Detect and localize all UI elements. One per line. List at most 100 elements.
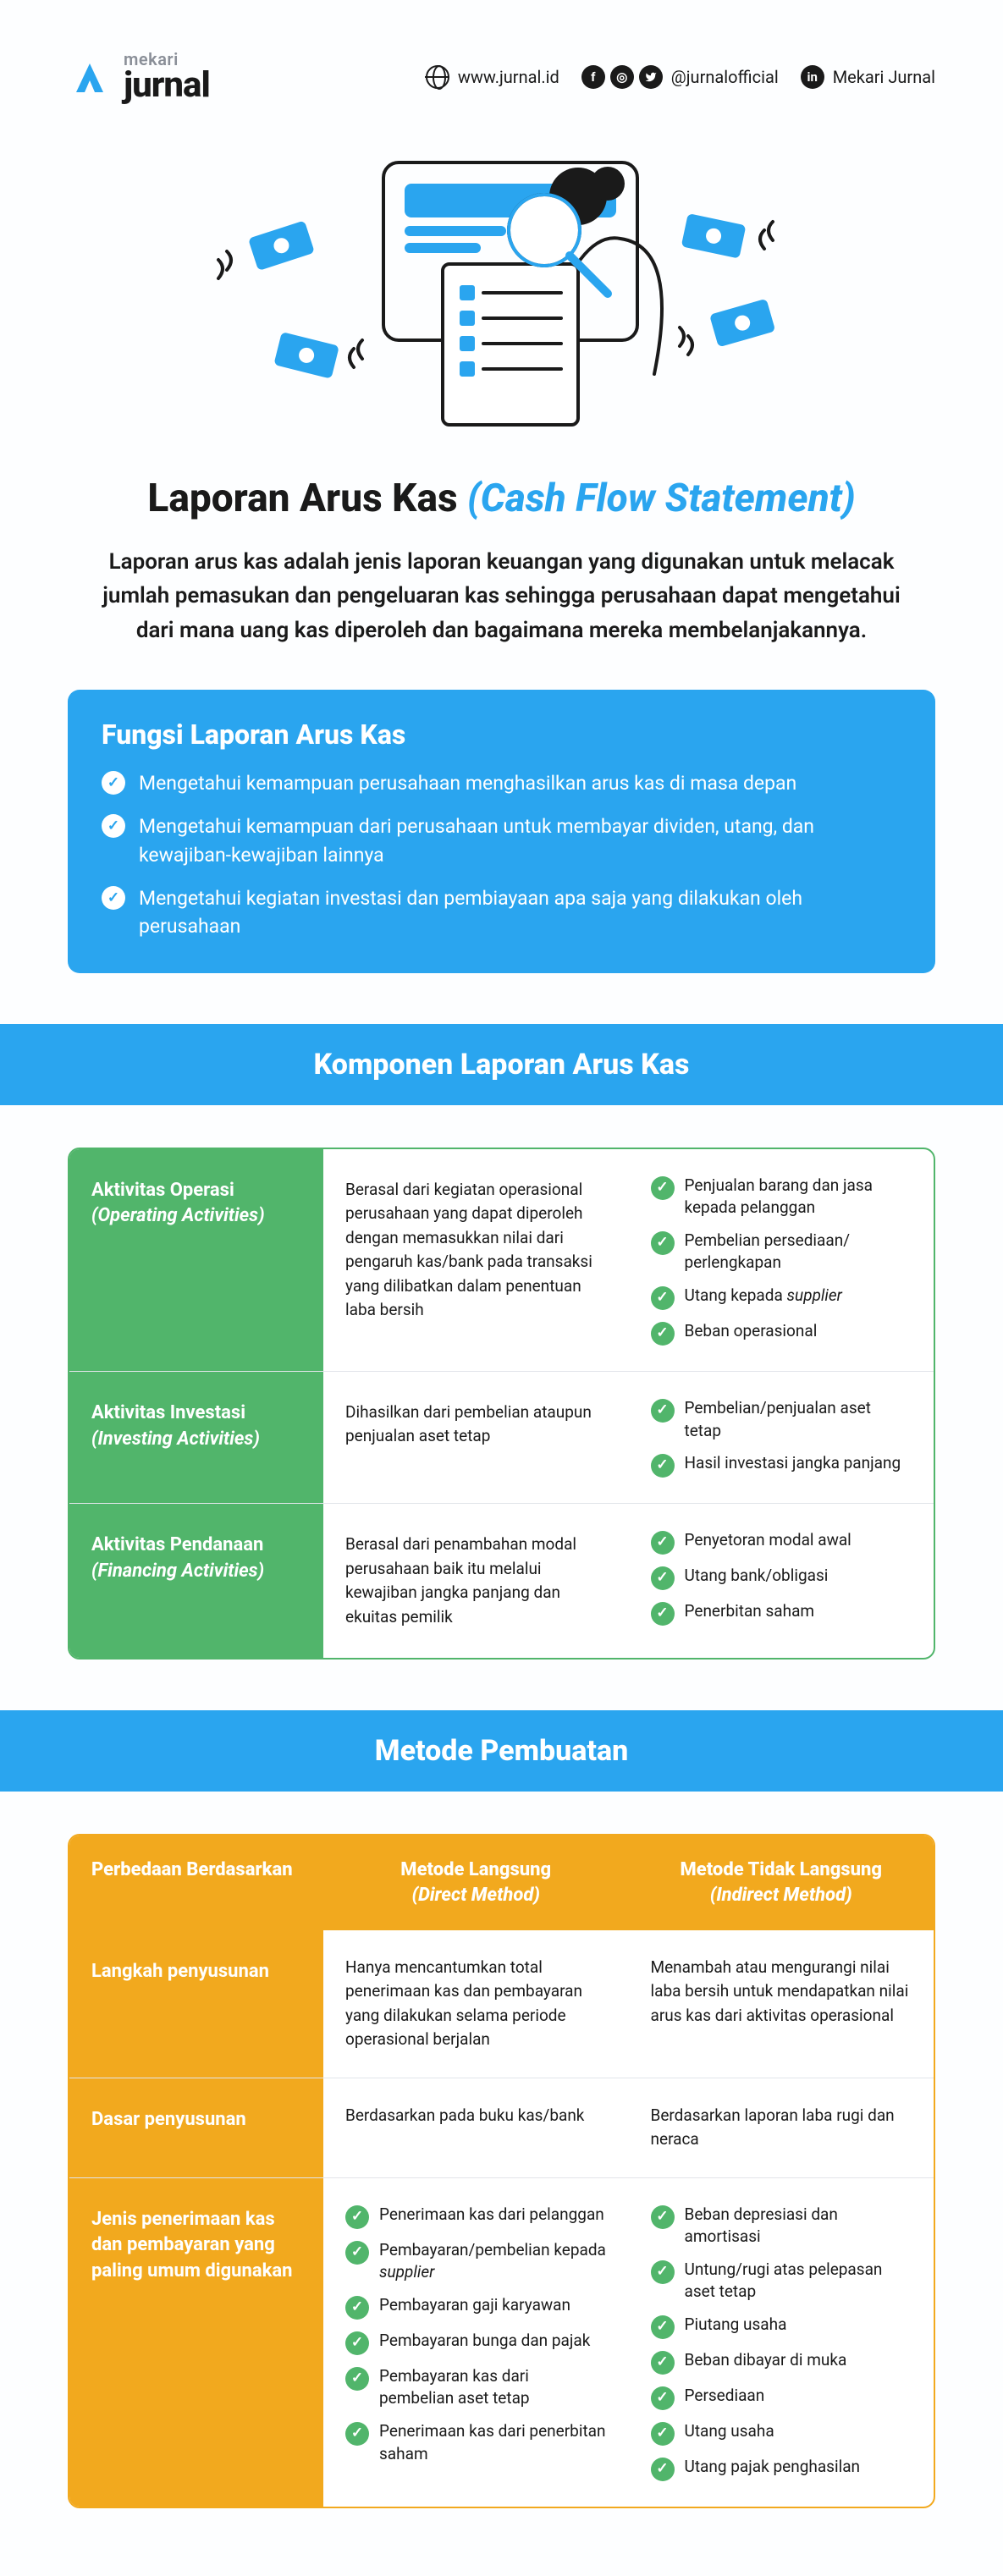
header: mekari jurnal www.jurnal.id f ◎ @jurnalo… — [68, 51, 935, 103]
instagram-icon: ◎ — [610, 65, 634, 89]
metode-label: Jenis penerimaan kas dan pembayaran yang… — [69, 2178, 323, 2507]
metode-point: Penerimaan kas dari penerbitan saham — [345, 2420, 607, 2465]
komponen-heading: Komponen Laporan Arus Kas — [0, 1024, 1003, 1105]
metode-row: Jenis penerimaan kas dan pembayaran yang… — [69, 2177, 934, 2507]
komponen-row: Aktivitas Pendanaan(Financing Activities… — [69, 1503, 934, 1658]
logo-line2: jurnal — [124, 68, 210, 103]
komponen-label: Aktivitas Pendanaan(Financing Activities… — [69, 1504, 323, 1658]
check-icon — [102, 814, 125, 838]
metode-direct: Hanya mencantumkan total penerimaan kas … — [323, 1930, 629, 2078]
metode-point: Utang usaha — [651, 2420, 912, 2446]
metode-point: Piutang usaha — [651, 2314, 912, 2339]
check-icon — [651, 1399, 675, 1423]
metode-point: Pembayaran/pembelian kepada supplier — [345, 2239, 607, 2284]
check-icon — [651, 2351, 675, 2375]
metode-table: Perbedaan Berdasarkan Metode Langsung(Di… — [68, 1834, 935, 2508]
komponen-point: Penjualan barang dan jasa kepada pelangg… — [651, 1175, 912, 1219]
social-web[interactable]: www.jurnal.id — [426, 65, 559, 89]
check-icon — [651, 1566, 675, 1590]
metode-direct: Berdasarkan pada buku kas/bank — [323, 2078, 629, 2177]
komponen-label: Aktivitas Investasi(Investing Activities… — [69, 1372, 323, 1503]
check-icon — [651, 2422, 675, 2446]
check-icon — [345, 2205, 369, 2229]
check-icon — [651, 1531, 675, 1555]
check-icon — [651, 1322, 675, 1346]
komponen-label: Aktivitas Operasi(Operating Activities) — [69, 1149, 323, 1371]
social-linkedin[interactable]: in Mekari Jurnal — [801, 65, 935, 89]
komponen-desc: Berasal dari kegiatan operasional perusa… — [323, 1149, 629, 1371]
komponen-points: Penyetoran modal awal Utang bank/obligasi… — [629, 1504, 934, 1658]
metode-indirect: Menambah atau mengurangi nilai laba bers… — [629, 1930, 934, 2078]
check-icon — [345, 2367, 369, 2391]
check-icon — [102, 771, 125, 795]
check-icon — [651, 1176, 675, 1200]
komponen-point: Penyetoran modal awal — [651, 1529, 912, 1555]
facebook-icon: f — [581, 65, 605, 89]
metode-point: Beban depresiasi dan amortisasi — [651, 2204, 912, 2248]
metode-label: Langkah penyusunan — [69, 1930, 323, 2078]
fungsi-card: Fungsi Laporan Arus Kas Mengetahui kemam… — [68, 690, 935, 973]
social-bar: www.jurnal.id f ◎ @jurnalofficial in Mek… — [426, 65, 935, 89]
fungsi-heading: Fungsi Laporan Arus Kas — [102, 718, 901, 751]
metode-point: Persediaan — [651, 2385, 912, 2410]
metode-point: Penerimaan kas dari pelanggan — [345, 2204, 607, 2229]
check-icon — [651, 1602, 675, 1626]
fungsi-item-text: Mengetahui kemampuan perusahaan menghasi… — [139, 769, 796, 797]
metode-point: Pembayaran gaji karyawan — [345, 2294, 607, 2320]
metode-direct: Penerimaan kas dari pelanggan Pembayaran/… — [323, 2178, 629, 2507]
komponen-row: Aktivitas Operasi(Operating Activities) … — [69, 1149, 934, 1371]
metode-label: Dasar penyusunan — [69, 2078, 323, 2177]
page-title: Laporan Arus Kas (Cash Flow Statement) — [68, 476, 935, 521]
komponen-desc: Berasal dari penambahan modal perusahaan… — [323, 1504, 629, 1658]
twitter-icon — [639, 65, 663, 89]
check-icon — [651, 2315, 675, 2339]
komponen-point: Pembelian persediaan/ perlengkapan — [651, 1230, 912, 1274]
logo-mark-icon — [68, 55, 112, 99]
fungsi-item-text: Mengetahui kegiatan investasi dan pembia… — [139, 884, 901, 941]
metode-point: Untung/rugi atas pelepasan aset tetap — [651, 2259, 912, 2304]
check-icon — [345, 2422, 369, 2446]
check-icon — [651, 1454, 675, 1478]
check-icon — [651, 2386, 675, 2410]
check-icon — [651, 2458, 675, 2481]
social-web-text: www.jurnal.id — [458, 67, 559, 87]
title-main: Laporan Arus Kas — [147, 476, 467, 521]
komponen-point: Utang kepada supplier — [651, 1285, 912, 1310]
globe-icon — [426, 65, 449, 89]
fungsi-item: Mengetahui kemampuan perusahaan menghasi… — [102, 769, 901, 797]
metode-point: Pembayaran kas dari pembelian aset tetap — [345, 2365, 607, 2410]
komponen-points: Penjualan barang dan jasa kepada pelangg… — [629, 1149, 934, 1371]
komponen-point: Pembelian/penjualan aset tetap — [651, 1397, 912, 1442]
check-icon — [651, 2260, 675, 2284]
komponen-point: Utang bank/obligasi — [651, 1565, 912, 1590]
title-accent: (Cash Flow Statement) — [467, 476, 856, 521]
check-icon — [102, 886, 125, 910]
social-handle-text: @jurnalofficial — [671, 67, 779, 87]
metode-header-row: Perbedaan Berdasarkan Metode Langsung(Di… — [69, 1836, 934, 1929]
fungsi-item-text: Mengetahui kemampuan dari perusahaan unt… — [139, 812, 901, 869]
metode-row: Dasar penyusunanBerdasarkan pada buku ka… — [69, 2078, 934, 2177]
komponen-point: Beban operasional — [651, 1320, 912, 1346]
social-handles[interactable]: f ◎ @jurnalofficial — [581, 65, 779, 89]
metode-point: Pembayaran bunga dan pajak — [345, 2330, 607, 2355]
metode-row: Langkah penyusunanHanya mencantumkan tot… — [69, 1930, 934, 2078]
check-icon — [651, 1286, 675, 1310]
fungsi-item: Mengetahui kemampuan dari perusahaan unt… — [102, 812, 901, 869]
metode-head-col3: Metode Tidak Langsung(Indirect Method) — [629, 1836, 934, 1929]
komponen-point: Hasil investasi jangka panjang — [651, 1452, 912, 1478]
fungsi-list: Mengetahui kemampuan perusahaan menghasi… — [102, 769, 901, 941]
check-icon — [345, 2331, 369, 2355]
komponen-point: Penerbitan saham — [651, 1600, 912, 1626]
brand-logo: mekari jurnal — [68, 51, 210, 103]
check-icon — [651, 1231, 675, 1255]
hero-illustration — [68, 137, 935, 442]
metode-indirect: Berdasarkan laporan laba rugi dan neraca — [629, 2078, 934, 2177]
komponen-points: Pembelian/penjualan aset tetap Hasil inve… — [629, 1372, 934, 1503]
check-icon — [651, 2205, 675, 2229]
komponen-row: Aktivitas Investasi(Investing Activities… — [69, 1371, 934, 1503]
intro-paragraph: Laporan arus kas adalah jenis laporan ke… — [87, 545, 917, 647]
fungsi-item: Mengetahui kegiatan investasi dan pembia… — [102, 884, 901, 941]
metode-heading: Metode Pembuatan — [0, 1710, 1003, 1792]
social-linkedin-text: Mekari Jurnal — [833, 67, 935, 87]
metode-point: Utang pajak penghasilan — [651, 2456, 912, 2481]
